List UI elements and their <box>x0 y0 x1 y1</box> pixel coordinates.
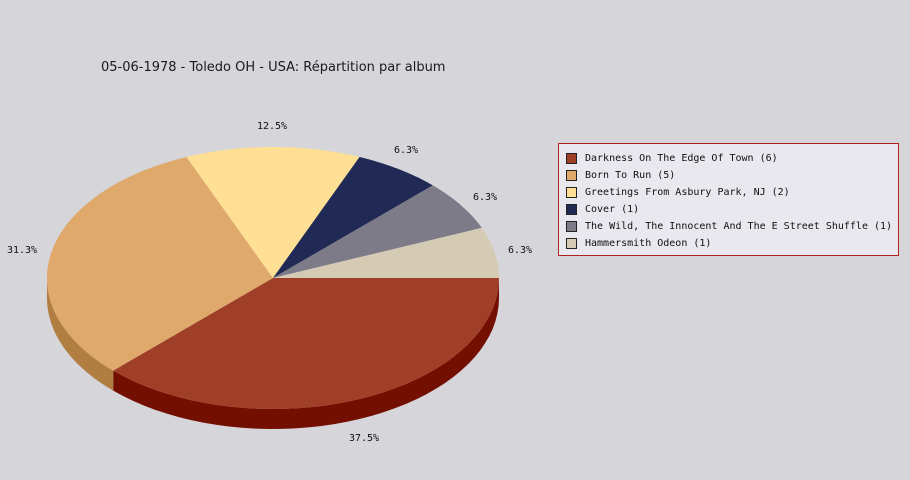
legend-item: Greetings From Asbury Park, NJ (2) <box>566 184 898 201</box>
slice-percent-label: 6.3% <box>508 245 532 256</box>
legend-swatch <box>566 153 577 164</box>
legend-item: Cover (1) <box>566 201 898 218</box>
legend-label: Greetings From Asbury Park, NJ (2) <box>585 187 790 198</box>
pie-slice <box>273 227 499 278</box>
slice-percent-label: 37.5% <box>349 433 379 444</box>
legend: Darkness On The Edge Of Town (6) Born To … <box>558 143 899 256</box>
legend-label: Born To Run (5) <box>585 170 676 181</box>
legend-swatch <box>566 187 577 198</box>
legend-item: The Wild, The Innocent And The E Street … <box>566 218 898 235</box>
pie-slice <box>273 157 433 278</box>
legend-item: Hammersmith Odeon (1) <box>566 235 898 252</box>
legend-label: Hammersmith Odeon (1) <box>585 238 712 249</box>
legend-item: Born To Run (5) <box>566 167 898 184</box>
pie-slice-side <box>47 278 114 391</box>
legend-label: The Wild, The Innocent And The E Street … <box>585 221 893 232</box>
legend-label: Darkness On The Edge Of Town (6) <box>585 153 778 164</box>
legend-label: Cover (1) <box>585 204 640 215</box>
pie-slice <box>186 147 360 278</box>
slice-percent-label: 6.3% <box>394 145 418 156</box>
legend-swatch <box>566 238 577 249</box>
slice-percent-label: 12.5% <box>257 121 287 132</box>
pie-slice <box>113 278 499 409</box>
pie-slice <box>273 185 482 278</box>
legend-swatch <box>566 170 577 181</box>
slice-percent-label: 31.3% <box>7 245 37 256</box>
legend-item: Darkness On The Edge Of Town (6) <box>566 150 898 167</box>
pie-slice <box>47 157 273 371</box>
pie-slice-side <box>113 278 499 429</box>
slice-percent-label: 6.3% <box>473 192 497 203</box>
legend-swatch <box>566 221 577 232</box>
legend-swatch <box>566 204 577 215</box>
chart-title: 05-06-1978 - Toledo OH - USA: Répartitio… <box>101 60 446 75</box>
